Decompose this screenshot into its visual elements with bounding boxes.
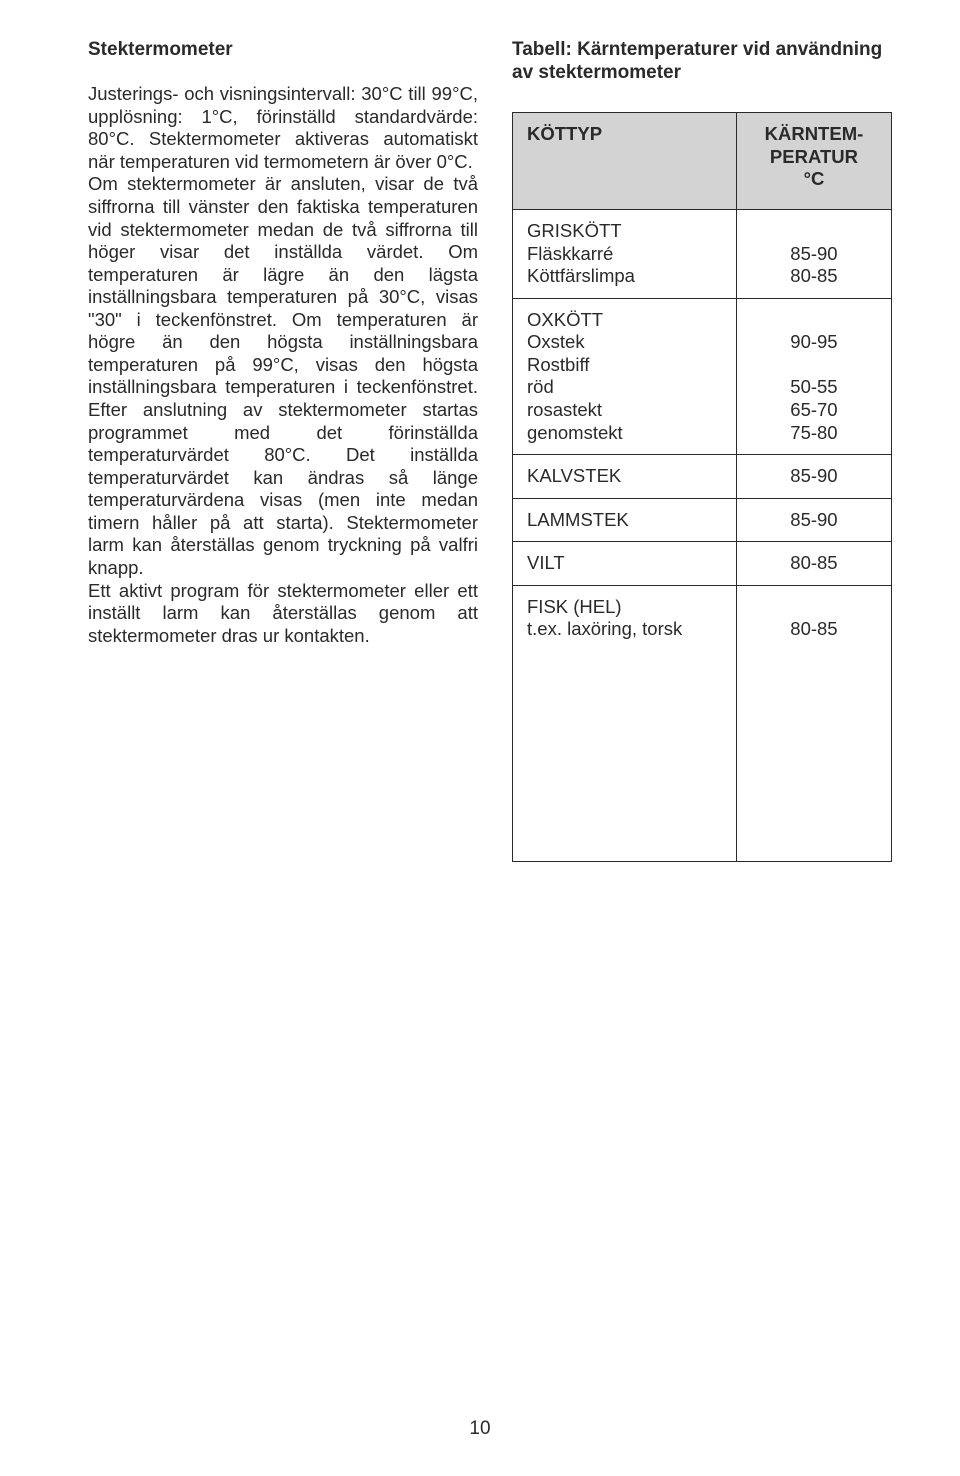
- table-row: Oxstek90-95: [513, 331, 892, 354]
- table-row: röd50-55: [513, 376, 892, 399]
- temp-value: 90-95: [736, 331, 891, 354]
- meat-label: Rostbiff: [513, 354, 737, 377]
- temp-value: 50-55: [736, 376, 891, 399]
- temp-value: 65-70: [736, 399, 891, 422]
- group-heading-value: [736, 210, 891, 243]
- temp-value: [736, 354, 891, 377]
- table-row: rosastekt65-70: [513, 399, 892, 422]
- temp-value: 80-85: [736, 265, 891, 298]
- meat-label: VILT: [513, 542, 737, 586]
- meat-label: t.ex. laxöring, torsk: [513, 618, 737, 861]
- group-heading: FISK (HEL): [513, 585, 737, 618]
- table-row: LAMMSTEK85-90: [513, 498, 892, 542]
- table-row: t.ex. laxöring, torsk80-85: [513, 618, 892, 861]
- meat-label: Köttfärslimpa: [513, 265, 737, 298]
- body-text: Justerings- och visningsintervall: 30°C …: [88, 83, 478, 647]
- table-header-type: KÖTTYP: [513, 113, 737, 210]
- group-heading-value: [736, 298, 891, 331]
- meat-label: röd: [513, 376, 737, 399]
- meat-label: Oxstek: [513, 331, 737, 354]
- table-header-temp: KÄRNTEM-PERATUR°C: [736, 113, 891, 210]
- table-row: VILT80-85: [513, 542, 892, 586]
- table-row: Rostbiff: [513, 354, 892, 377]
- meat-label: genomstekt: [513, 422, 737, 455]
- table-row: GRISKÖTT: [513, 210, 892, 243]
- left-column: Stektermometer Justerings- och visningsi…: [88, 38, 478, 862]
- table-row: FISK (HEL): [513, 585, 892, 618]
- group-heading: OXKÖTT: [513, 298, 737, 331]
- group-heading: GRISKÖTT: [513, 210, 737, 243]
- page-number: 10: [0, 1418, 960, 1440]
- temp-value: 80-85: [736, 618, 891, 861]
- section-title: Stektermometer: [88, 38, 478, 61]
- table-row: Köttfärslimpa80-85: [513, 265, 892, 298]
- meat-label: LAMMSTEK: [513, 498, 737, 542]
- meat-label: rosastekt: [513, 399, 737, 422]
- table-row: OXKÖTT: [513, 298, 892, 331]
- temp-value: 75-80: [736, 422, 891, 455]
- right-column: Tabell: Kärntemperaturer vid användning …: [512, 38, 892, 862]
- table-row: Fläskkarré85-90: [513, 243, 892, 266]
- temp-value: 80-85: [736, 542, 891, 586]
- table-row: KALVSTEK85-90: [513, 455, 892, 499]
- group-heading-value: [736, 585, 891, 618]
- table-caption: Tabell: Kärntemperaturer vid användning …: [512, 38, 892, 84]
- temp-value: 85-90: [736, 243, 891, 266]
- meat-label: Fläskkarré: [513, 243, 737, 266]
- table-row: genomstekt75-80: [513, 422, 892, 455]
- meat-label: KALVSTEK: [513, 455, 737, 499]
- temperature-table: KÖTTYP KÄRNTEM-PERATUR°C GRISKÖTTFläskka…: [512, 112, 892, 862]
- temp-value: 85-90: [736, 455, 891, 499]
- temp-value: 85-90: [736, 498, 891, 542]
